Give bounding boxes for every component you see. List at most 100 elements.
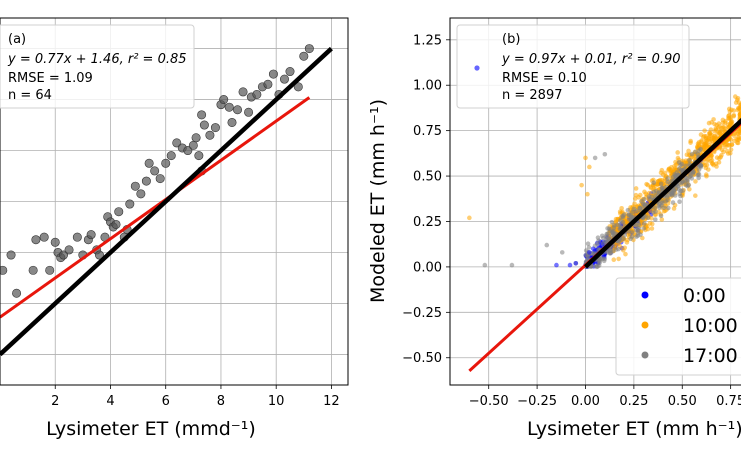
panel-b-ytick-label: −0.50: [402, 351, 442, 366]
panel-b-point: [620, 213, 625, 219]
panel-b-point: [695, 151, 701, 157]
panel-a-point: [50, 237, 60, 247]
panel-b-point: [636, 194, 641, 200]
panel-b-point: [467, 215, 472, 221]
panel-a-point: [45, 265, 55, 275]
panel-b-point: [652, 205, 658, 210]
legend-label-2: 17:00: [683, 345, 738, 367]
panel-a-point: [166, 151, 176, 161]
panel-b-point: [623, 251, 628, 257]
panel-b-annotation-box: (b) y = 0.97x + 0.01, r² = 0.90 RMSE = 0…: [456, 24, 690, 109]
panel-a-point: [252, 89, 262, 99]
panel-a-xtick-label: 12: [323, 394, 340, 409]
panel-a-frame: [0, 17, 349, 386]
panel-b-point: [642, 202, 648, 207]
panel-a-xtick-label: 8: [217, 394, 225, 409]
panel-b-ytick-label: 0.00: [413, 260, 442, 275]
panel-b-point: [683, 163, 688, 169]
panel-b-point: [737, 129, 741, 134]
panel-b-point: [712, 128, 718, 134]
panel-b-point: [676, 160, 682, 165]
panel-b-point: [711, 117, 716, 122]
panel-b-point: [658, 181, 664, 187]
panel-b-point: [544, 242, 550, 248]
panel-a-point: [94, 250, 104, 260]
panel-b-point: [630, 209, 635, 215]
panel-a-point: [136, 189, 146, 199]
panel-b-point: [559, 250, 565, 255]
panel-b-point: [601, 258, 607, 264]
panel-a-point: [39, 232, 49, 242]
panel-a-xlabel: Lysimeter ET (mmd⁻¹): [46, 418, 256, 440]
panel-b-point: [656, 203, 662, 209]
panel-b-point: [637, 205, 643, 211]
panel-b-point: [729, 107, 734, 113]
panel-b-point: [675, 155, 681, 161]
panel-a-point: [161, 158, 171, 168]
panel-b-point: [689, 151, 695, 157]
panel-b-point: [672, 163, 677, 169]
panel-b-point: [641, 226, 647, 231]
panel-b-point: [680, 188, 685, 194]
panel-b-point: [678, 193, 683, 199]
panel-b-point: [696, 171, 702, 177]
panel-a-point: [304, 44, 314, 54]
panel-b-point: [734, 140, 740, 146]
panel-b-point: [717, 124, 722, 129]
panel-b-point: [726, 115, 731, 121]
panel-b-point: [596, 263, 602, 268]
panel-b-point: [644, 181, 649, 187]
panel-b-point: [676, 187, 682, 192]
panel-b-point: [724, 148, 730, 154]
panel-b-point: [710, 161, 715, 166]
panel-a-point: [299, 51, 309, 61]
panel-a-point: [0, 265, 8, 275]
panel-b-annotation-marker: [474, 65, 480, 71]
panel-b-point: [602, 151, 608, 157]
panel-b-point: [735, 107, 741, 113]
panel-b-point: [628, 236, 634, 242]
panel-b-point: [611, 228, 616, 234]
panel-a-point: [172, 138, 182, 148]
panel-b-label: (b): [502, 32, 520, 47]
panel-b-point: [618, 224, 623, 230]
panel-a-equation: y = 0.77x + 1.46, r² = 0.85: [7, 52, 187, 67]
panel-b-point: [660, 172, 666, 177]
panel-b-point: [669, 189, 675, 194]
panel-b-n: n = 2897: [502, 88, 562, 103]
panel-b-point: [586, 245, 592, 250]
panel-b-equation: y = 0.97x + 0.01, r² = 0.90: [501, 52, 681, 67]
panel-a-xtick-label: 10: [268, 394, 285, 409]
panel-a-point: [155, 174, 165, 184]
panel-a-label: (a): [8, 32, 26, 47]
legend-marker-0: [641, 291, 649, 299]
panel-b-point: [658, 213, 664, 219]
panel-a-xtick-label: 4: [106, 394, 114, 409]
panel-b-point: [665, 176, 670, 181]
panel-a-point: [72, 232, 82, 242]
panel-b-point: [675, 150, 680, 155]
panel-b-point: [628, 214, 634, 220]
panel-b-point: [616, 256, 621, 262]
panel-b-point: [670, 200, 676, 205]
panel-b-point: [641, 196, 647, 202]
panel-b-point: [687, 158, 692, 163]
panel-b-point: [622, 245, 628, 251]
panel-a-point: [210, 123, 220, 133]
panel-b-fit-line: [583, 117, 741, 269]
panel-b-point: [677, 199, 682, 205]
panel-b-point: [638, 232, 643, 237]
panel-a-point: [194, 151, 204, 161]
panel-a-rmse: RMSE = 1.09: [8, 71, 93, 86]
panel-b-legend: 0:00 10:00 17:00: [615, 277, 741, 376]
panel-b-point: [634, 234, 639, 239]
panel-a-point: [224, 102, 234, 112]
panel-b-ytick-label: 0.50: [413, 170, 442, 185]
panel-a-point: [31, 235, 41, 245]
panel-b-point: [651, 180, 657, 186]
panel-b-point: [706, 136, 712, 141]
panel-a-point: [191, 133, 201, 143]
panel-a-point: [188, 140, 198, 150]
panel-b-point: [605, 226, 610, 231]
panel-a-point: [268, 69, 278, 79]
